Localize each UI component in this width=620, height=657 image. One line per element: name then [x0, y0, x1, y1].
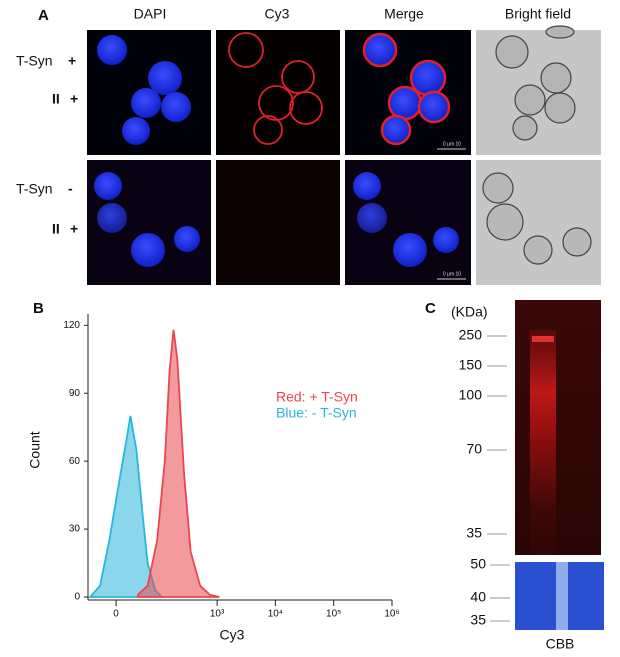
column-header: Merge	[384, 6, 424, 22]
y-tick-label: 60	[69, 456, 81, 467]
panel-label: B	[33, 300, 44, 317]
row-label: T-Syn	[16, 53, 53, 69]
x-axis-label: Cy3	[220, 627, 245, 643]
histogram-area	[137, 329, 220, 598]
y-tick-label: 90	[69, 388, 81, 399]
column-header: DAPI	[134, 6, 167, 22]
micrograph-merge: 0 μm 10	[345, 30, 471, 155]
row-sign: -	[68, 181, 73, 197]
micrograph-merge: 0 μm 10	[345, 160, 471, 285]
legend-entry: Blue: - T-Syn	[276, 405, 357, 421]
micrograph-cy3	[216, 30, 340, 155]
y-tick-label: 0	[74, 592, 80, 603]
marker-label: 35	[466, 525, 482, 541]
row-sign: +	[70, 91, 78, 107]
gel-image	[515, 300, 601, 555]
marker-label: 100	[459, 387, 483, 403]
marker-label: 35	[470, 612, 486, 628]
x-tick-label: 10³	[210, 609, 225, 620]
panel-label: A	[38, 7, 49, 24]
y-tick-label: 120	[63, 320, 80, 331]
legend-entry: Red: + T-Syn	[276, 389, 358, 405]
micrograph-bright	[476, 25, 601, 155]
x-tick-label: 10⁶	[384, 609, 399, 620]
row-sign: +	[68, 53, 76, 69]
row-label: T-Syn	[16, 181, 53, 197]
column-header: Bright field	[505, 6, 571, 22]
scale-bar: 0 μm 10	[443, 141, 461, 147]
micrograph-cy3	[216, 160, 340, 285]
row-label: II	[52, 91, 60, 107]
panel-label: C	[425, 300, 436, 317]
marker-label: 40	[470, 589, 486, 605]
micrograph-dapi	[87, 160, 211, 285]
column-header: Cy3	[265, 6, 290, 22]
x-tick-label: 10⁵	[326, 609, 341, 620]
marker-label: 70	[466, 441, 482, 457]
y-axis-label: Count	[27, 431, 43, 468]
gel-lane	[530, 330, 556, 555]
micrograph-dapi	[87, 30, 211, 155]
row-sign: +	[70, 221, 78, 237]
cbb-label: CBB	[546, 636, 575, 652]
micrograph-bright	[476, 160, 601, 285]
y-tick-label: 30	[69, 524, 81, 535]
gel-band	[532, 336, 554, 342]
x-tick-label: 0	[113, 609, 119, 620]
x-tick-label: 10⁴	[268, 609, 283, 620]
row-label: II	[52, 221, 60, 237]
cbb-gap	[556, 562, 568, 630]
marker-label: 50	[470, 556, 486, 572]
scale-bar: 0 μm 10	[443, 271, 461, 277]
marker-label: 150	[459, 357, 483, 373]
unit-label: (KDa)	[451, 304, 488, 320]
marker-label: 250	[459, 327, 483, 343]
